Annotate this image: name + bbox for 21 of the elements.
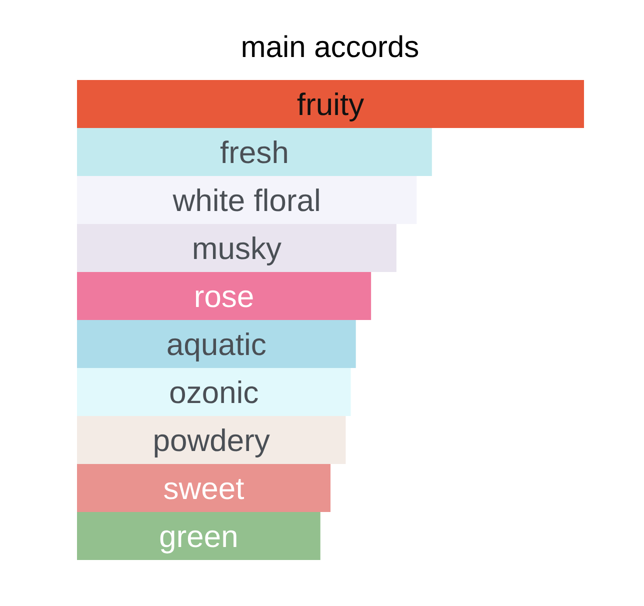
y-tick-label: green bbox=[160, 530, 236, 554]
bar bbox=[77, 272, 372, 320]
y-tick-label: white floral bbox=[172, 188, 319, 212]
y-tick-label: powdery bbox=[154, 428, 270, 458]
bar bbox=[77, 224, 396, 272]
y-tick-label: aquatic bbox=[168, 332, 266, 362]
y-tick-label: musky bbox=[194, 236, 282, 266]
bar bbox=[77, 368, 351, 416]
y-tick-label: fruity bbox=[297, 92, 364, 122]
y-tick-label: fresh bbox=[220, 140, 287, 164]
y-tick-label: ozonic bbox=[170, 380, 258, 404]
y-tick-label: sweet bbox=[164, 478, 244, 500]
bar bbox=[77, 80, 584, 128]
bar bbox=[77, 416, 346, 464]
chart-title: main accords bbox=[242, 35, 418, 58]
bar bbox=[77, 464, 331, 512]
bar bbox=[77, 512, 320, 560]
y-tick-label: rose bbox=[196, 290, 253, 308]
bar bbox=[77, 320, 356, 368]
bar bbox=[77, 176, 417, 224]
bar bbox=[77, 128, 432, 176]
